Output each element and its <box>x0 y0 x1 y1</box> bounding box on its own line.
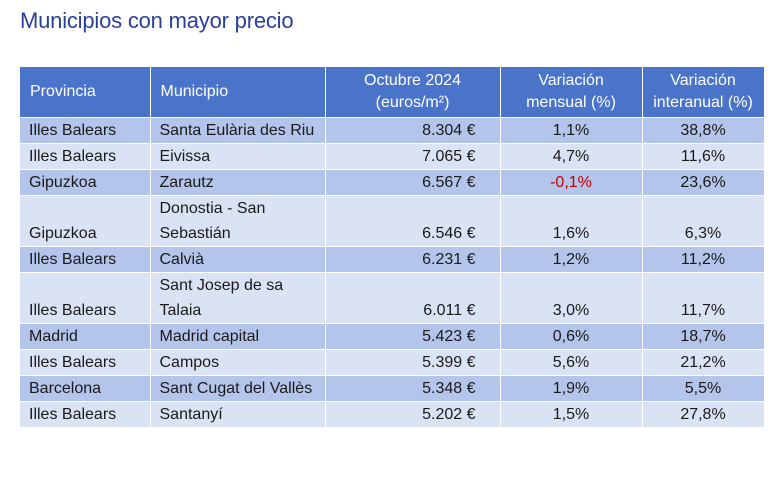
table-row: Illes Balears Calvià 6.231 €1,2% 11,2% <box>20 246 765 273</box>
table-row: Illes Balears Campos 5.399 €5,6% 21,2% <box>20 349 765 376</box>
municipio-cell: Eivissa <box>150 143 326 170</box>
variacion-interanual-cell: 23,6% <box>642 169 765 196</box>
header-precio: Octubre 2024 (euros/m²) <box>325 67 501 118</box>
variacion-interanual-cell: 27,8% <box>642 401 765 428</box>
provincia-cell: Gipuzkoa <box>20 195 151 247</box>
precio-cell: 6.567 € <box>325 169 501 196</box>
variacion-mensual-cell: 5,6% <box>500 349 643 376</box>
table-row: Illes Balears Santa Eulària des Riu 8.304 … <box>20 117 765 144</box>
precio-cell: 5.423 € <box>325 323 501 350</box>
header-provincia: Provincia <box>20 67 151 118</box>
header-interanual-line2: interanual (%) <box>653 94 753 111</box>
provincia-cell: Illes Balears <box>20 246 151 273</box>
table-row: Illes Balears Santanyí 5.202 €1,5% 27,8% <box>20 401 765 428</box>
precio-cell: 7.065 € <box>325 143 501 170</box>
page-title: Municipios con mayor precio <box>20 8 294 33</box>
municipio-cell: Donostia - San Sebastián <box>150 195 326 247</box>
municipio-cell: Madrid capital <box>150 323 326 350</box>
header-variacion-mensual: Variación mensual (%) <box>500 67 643 118</box>
provincia-cell: Madrid <box>20 323 151 350</box>
precio-cell: 6.011 € <box>325 272 501 324</box>
table-row: Gipuzkoa Donostia - San Sebastián 6.546 €1… <box>20 195 765 247</box>
variacion-interanual-cell: 5,5% <box>642 375 765 402</box>
municipio-cell: Sant Josep de sa Talaia <box>150 272 326 324</box>
header-mensual-line2: mensual (%) <box>526 94 616 111</box>
municipio-cell: Calvià <box>150 246 326 273</box>
header-variacion-interanual: Variación interanual (%) <box>642 67 765 118</box>
municipio-cell: Sant Cugat del Vallès <box>150 375 326 402</box>
variacion-interanual-cell: 6,3% <box>642 195 765 247</box>
variacion-mensual-cell: 1,5% <box>500 401 643 428</box>
header-interanual-line1: Variación <box>670 72 736 89</box>
header-precio-line1: Octubre 2024 <box>364 72 461 89</box>
table-row: Gipuzkoa Zarautz 6.567 € -0,1% 23,6% <box>20 169 765 196</box>
provincia-cell: Illes Balears <box>20 401 151 428</box>
header-mensual-line1: Variación <box>538 72 604 89</box>
variacion-mensual-cell: 3,0% <box>500 272 643 324</box>
table-row: Illes Balears Sant Josep de sa Talaia 6.01… <box>20 272 765 324</box>
table-row: Illes Balears Eivissa 7.065 €4,7% 11,6% <box>20 143 765 170</box>
variacion-mensual-cell: 1,6% <box>500 195 643 247</box>
municipio-cell: Santa Eulària des Riu <box>150 117 326 144</box>
municipio-cell: Campos <box>150 349 326 376</box>
table-header-row: Provincia Municipio Octubre 2024 (euros/… <box>20 67 765 118</box>
municipio-cell: Santanyí <box>150 401 326 428</box>
variacion-mensual-cell: -0,1% <box>500 169 643 196</box>
table-body: Illes Balears Santa Eulària des Riu 8.304 … <box>20 117 765 428</box>
variacion-mensual-cell: 0,6% <box>500 323 643 350</box>
provincia-cell: Illes Balears <box>20 117 151 144</box>
variacion-interanual-cell: 11,6% <box>642 143 765 170</box>
precio-cell: 5.348 € <box>325 375 501 402</box>
municipio-cell: Zarautz <box>150 169 326 196</box>
precio-cell: 5.399 € <box>325 349 501 376</box>
price-table: Provincia Municipio Octubre 2024 (euros/… <box>20 67 765 428</box>
provincia-cell: Barcelona <box>20 375 151 402</box>
precio-cell: 8.304 € <box>325 117 501 144</box>
variacion-mensual-cell: 1,2% <box>500 246 643 273</box>
header-precio-line2: (euros/m²) <box>375 94 450 111</box>
variacion-mensual-cell: 1,1% <box>500 117 643 144</box>
precio-cell: 6.546 € <box>325 195 501 247</box>
variacion-interanual-cell: 38,8% <box>642 117 765 144</box>
provincia-cell: Illes Balears <box>20 272 151 324</box>
variacion-interanual-cell: 11,7% <box>642 272 765 324</box>
table-row: Madrid Madrid capital 5.423 €0,6% 18,7% <box>20 323 765 350</box>
variacion-mensual-cell: 4,7% <box>500 143 643 170</box>
precio-cell: 6.231 € <box>325 246 501 273</box>
variacion-interanual-cell: 18,7% <box>642 323 765 350</box>
variacion-interanual-cell: 11,2% <box>642 246 765 273</box>
variacion-interanual-cell: 21,2% <box>642 349 765 376</box>
precio-cell: 5.202 € <box>325 401 501 428</box>
table-row: Barcelona Sant Cugat del Vallès 5.348 €1,9… <box>20 375 765 402</box>
provincia-cell: Illes Balears <box>20 349 151 376</box>
variacion-mensual-cell: 1,9% <box>500 375 643 402</box>
header-municipio: Municipio <box>150 67 326 118</box>
provincia-cell: Illes Balears <box>20 143 151 170</box>
provincia-cell: Gipuzkoa <box>20 169 151 196</box>
